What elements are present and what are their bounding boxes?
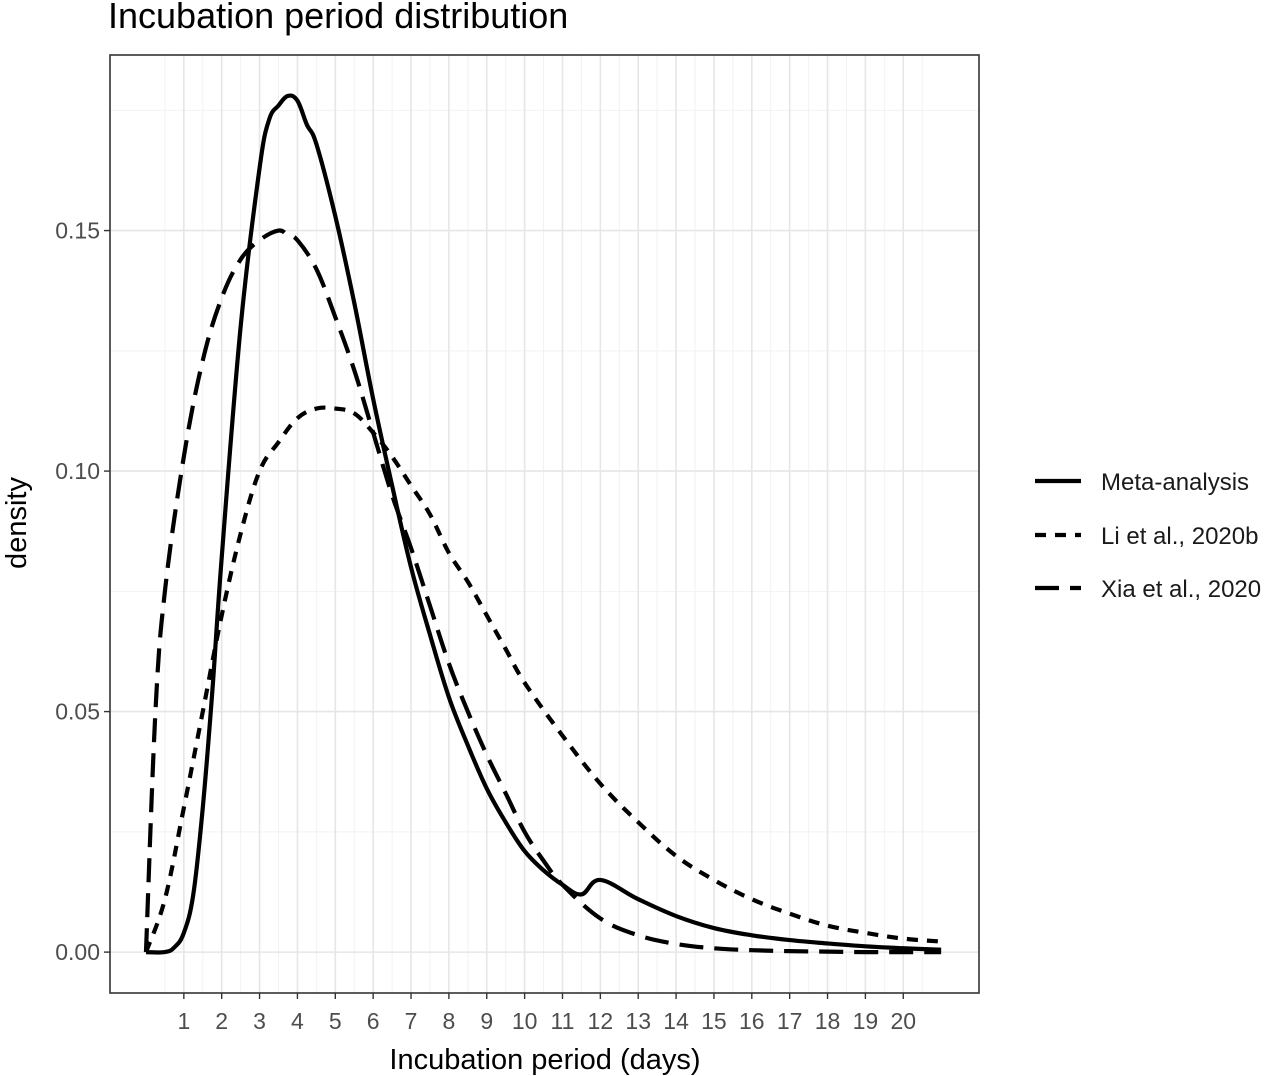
x-tick-label: 4 [291,1008,304,1034]
x-tick-label: 17 [777,1008,803,1034]
x-tick-label: 8 [442,1008,455,1034]
x-tick-label: 18 [815,1008,841,1034]
legend-label: Xia et al., 2020 [1101,576,1261,603]
x-tick-label: 7 [405,1008,418,1034]
x-tick-label: 13 [625,1008,651,1034]
legend-label: Meta-analysis [1101,469,1249,496]
y-axis-title: density [1,477,33,569]
x-tick-label: 16 [739,1008,765,1034]
x-tick-label: 20 [890,1008,916,1034]
x-axis-ticks: 1 2 3 4 5 6 7 8 9 10 11 12 13 14 15 16 17 18 19 20 [177,993,916,1034]
x-tick-label: 6 [367,1008,380,1034]
x-tick-label: 5 [329,1008,342,1034]
series-line-2 [143,405,942,953]
y-tick-label: 0.10 [55,458,100,484]
x-tick-label: 12 [588,1008,614,1034]
x-tick-label: 3 [253,1008,266,1034]
legend-label: Li et al., 2020b [1101,523,1258,550]
chart-title: Incubation period distribution [108,0,568,36]
x-tick-label: 14 [663,1008,689,1034]
y-axis-ticks: 0.00 0.05 0.10 0.15 [55,218,110,965]
series-layer [143,93,942,955]
x-tick-label: 15 [701,1008,727,1034]
series-line-3 [143,228,942,955]
y-tick-label: 0.00 [55,939,100,965]
legend: Meta-analysis Li et al., 2020b Xia et al.,… [1035,469,1261,603]
x-tick-label: 2 [215,1008,228,1034]
x-tick-label: 11 [551,1008,575,1034]
x-tick-label: 1 [177,1008,190,1034]
plot-panel-border [109,54,980,994]
x-tick-label: 10 [512,1008,538,1034]
series-line-1 [145,93,942,955]
x-tick-label: 19 [853,1008,879,1034]
x-axis-title: Incubation period (days) [389,1044,700,1076]
grid-major-lines [110,55,979,993]
y-tick-label: 0.15 [55,218,100,244]
y-tick-label: 0.05 [55,699,100,725]
x-tick-label: 9 [480,1008,493,1034]
grid-minor-lines [110,55,979,993]
